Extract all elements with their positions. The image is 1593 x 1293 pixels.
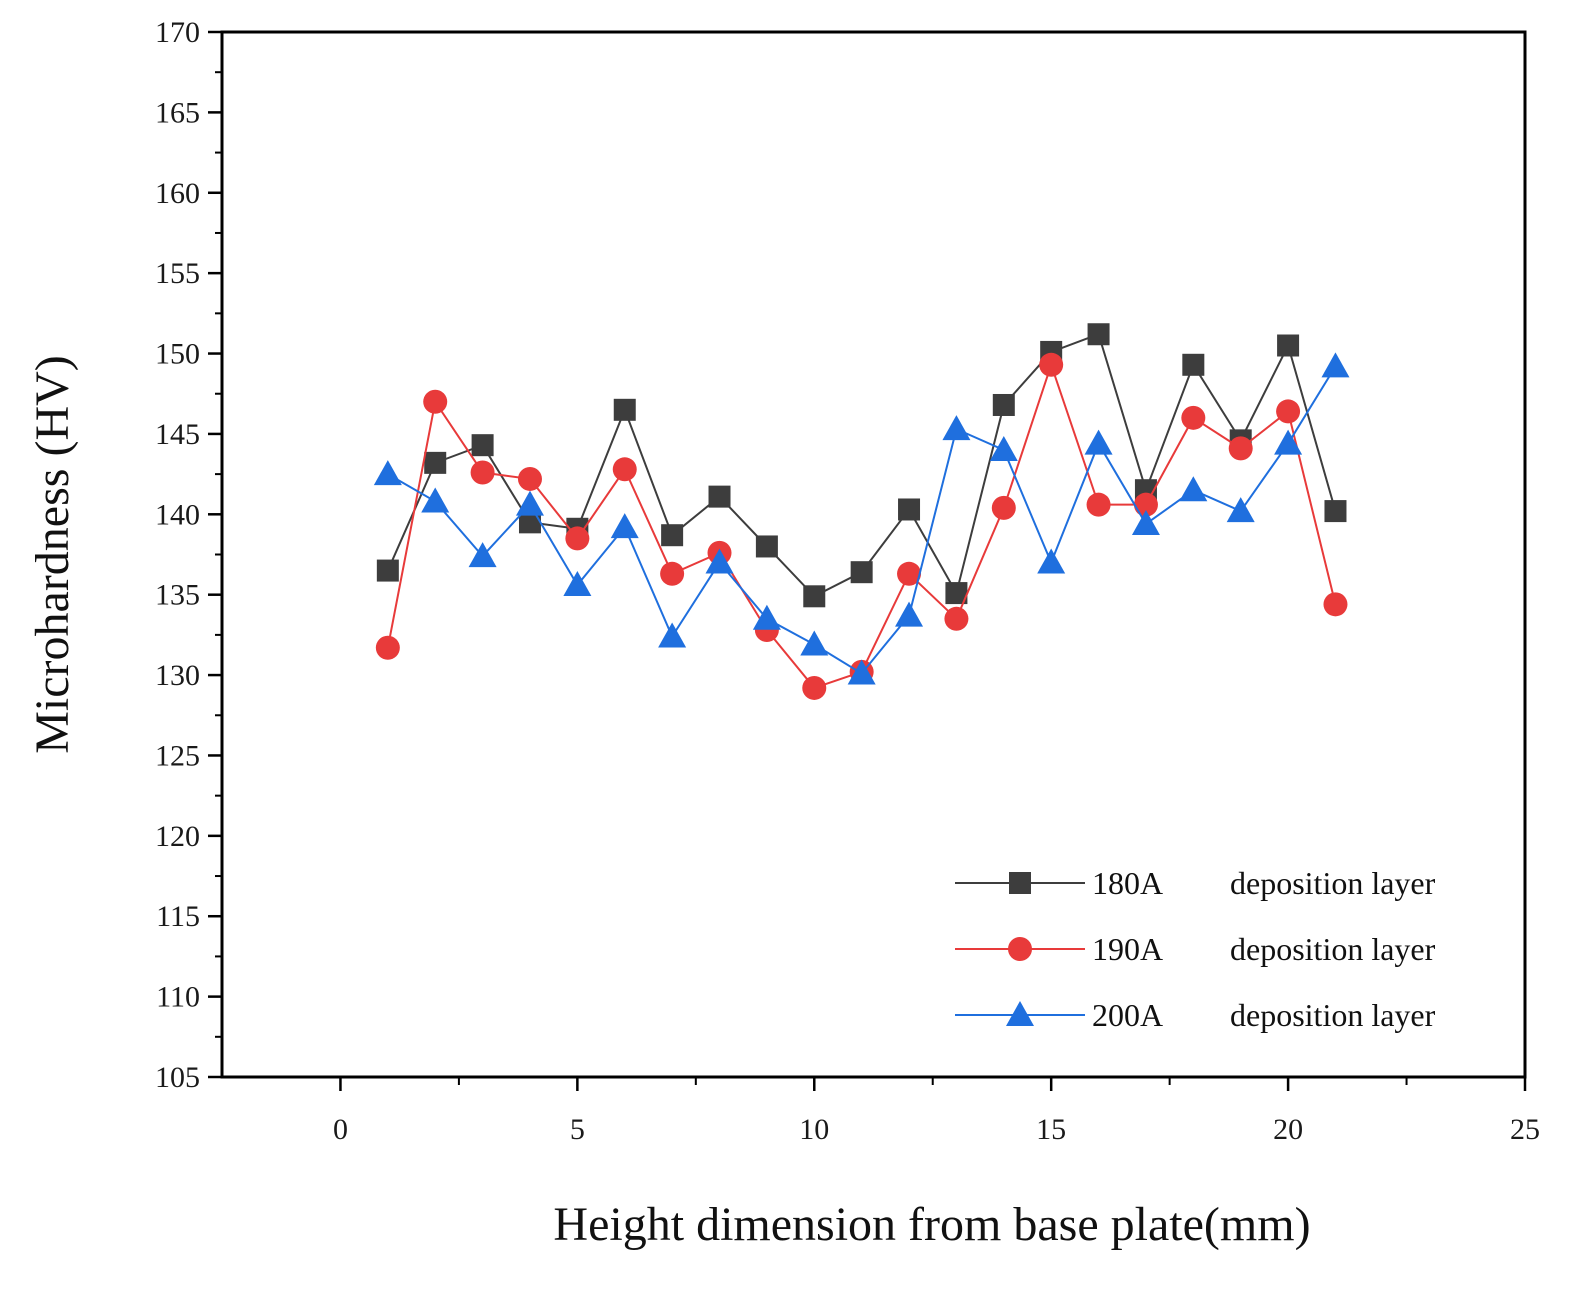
x-tick-label: 15 bbox=[1036, 1113, 1066, 1146]
data-point bbox=[800, 630, 829, 656]
data-point bbox=[468, 542, 497, 568]
data-point bbox=[612, 457, 637, 482]
legend-marker bbox=[1006, 1001, 1034, 1026]
y-tick-label: 130 bbox=[155, 659, 200, 692]
data-point bbox=[752, 604, 781, 630]
data-point bbox=[898, 498, 921, 521]
data-point bbox=[421, 487, 450, 513]
legend-label: deposition layer bbox=[1230, 997, 1436, 1033]
data-point bbox=[1131, 509, 1160, 535]
data-point bbox=[945, 582, 968, 605]
data-point bbox=[708, 485, 731, 508]
data-point bbox=[1086, 492, 1111, 517]
y-tick-label: 125 bbox=[155, 739, 200, 772]
y-tick-label: 120 bbox=[155, 820, 200, 853]
data-point bbox=[610, 513, 639, 539]
legend-marker bbox=[1008, 937, 1032, 961]
data-point bbox=[661, 524, 684, 547]
y-tick-label: 155 bbox=[155, 257, 200, 290]
legend: 180A deposition layer 190A deposition layer… bbox=[955, 865, 1436, 1033]
plot-frame bbox=[220, 30, 1527, 1079]
data-point bbox=[847, 659, 876, 685]
data-point bbox=[660, 561, 685, 586]
data-point bbox=[518, 511, 541, 534]
data-point bbox=[470, 460, 495, 485]
data-point bbox=[897, 561, 922, 586]
data-point bbox=[517, 466, 542, 491]
series-180A bbox=[376, 323, 1347, 608]
data-point bbox=[375, 635, 400, 660]
data-point bbox=[1274, 429, 1303, 455]
data-point bbox=[803, 585, 826, 608]
data-point bbox=[991, 495, 1016, 520]
data-point bbox=[942, 415, 971, 441]
data-point bbox=[992, 393, 1015, 416]
data-point bbox=[1226, 497, 1255, 523]
y-axis: 105 110 115 120 125 130 135 140 145 150 155 160 165 1… bbox=[155, 16, 222, 1094]
data-point bbox=[424, 451, 447, 474]
x-axis: 0 5 10 15 20 25 bbox=[333, 1077, 1540, 1146]
data-point bbox=[895, 601, 924, 627]
data-point bbox=[1324, 500, 1347, 523]
legend-label: deposition layer bbox=[1230, 865, 1436, 901]
y-tick-label: 165 bbox=[155, 96, 200, 129]
legend-marker bbox=[1009, 872, 1031, 894]
data-point bbox=[376, 559, 399, 582]
data-point bbox=[1228, 436, 1253, 461]
data-point bbox=[1179, 476, 1208, 502]
x-axis-title: Height dimension from base plate(mm) bbox=[553, 1198, 1310, 1251]
x-tick-label: 0 bbox=[333, 1113, 348, 1146]
data-point bbox=[1181, 405, 1206, 430]
data-point bbox=[471, 434, 494, 457]
legend-current: 200A bbox=[1092, 997, 1163, 1033]
data-point bbox=[705, 548, 734, 574]
legend-current: 190A bbox=[1092, 931, 1163, 967]
y-tick-label: 150 bbox=[155, 338, 200, 371]
data-point bbox=[1323, 592, 1348, 617]
data-point bbox=[1321, 352, 1350, 378]
data-point bbox=[613, 398, 636, 421]
data-point bbox=[1182, 353, 1205, 376]
data-point bbox=[1277, 334, 1300, 357]
series-layer bbox=[373, 323, 1350, 700]
data-point bbox=[1133, 492, 1158, 517]
data-point bbox=[565, 526, 590, 551]
data-point bbox=[658, 622, 687, 648]
y-tick-label: 105 bbox=[155, 1061, 200, 1094]
y-tick-label: 115 bbox=[156, 900, 200, 933]
y-tick-label: 140 bbox=[155, 498, 200, 531]
y-tick-label: 170 bbox=[155, 16, 200, 49]
data-point bbox=[755, 535, 778, 558]
y-tick-label: 135 bbox=[155, 579, 200, 612]
legend-current: 180A bbox=[1092, 865, 1163, 901]
data-point bbox=[989, 436, 1018, 461]
data-point bbox=[850, 561, 873, 584]
x-tick-label: 25 bbox=[1510, 1113, 1540, 1146]
data-point bbox=[373, 460, 402, 486]
y-tick-label: 110 bbox=[156, 981, 200, 1014]
data-point bbox=[1039, 352, 1064, 377]
series-200A bbox=[373, 352, 1350, 685]
data-point bbox=[802, 675, 827, 700]
data-point bbox=[1276, 399, 1301, 424]
y-tick-label: 145 bbox=[155, 418, 200, 451]
data-point bbox=[1037, 548, 1066, 574]
y-axis-title: Microhardness (HV) bbox=[26, 355, 79, 754]
legend-label: deposition layer bbox=[1230, 931, 1436, 967]
data-point bbox=[423, 389, 448, 414]
x-tick-label: 5 bbox=[570, 1113, 585, 1146]
x-tick-label: 10 bbox=[799, 1113, 829, 1146]
x-tick-label: 20 bbox=[1273, 1113, 1303, 1146]
data-point bbox=[515, 490, 544, 516]
data-point bbox=[1087, 323, 1110, 346]
y-tick-label: 160 bbox=[155, 177, 200, 210]
data-point bbox=[1084, 429, 1113, 455]
data-point bbox=[944, 606, 969, 631]
data-point bbox=[563, 571, 592, 597]
